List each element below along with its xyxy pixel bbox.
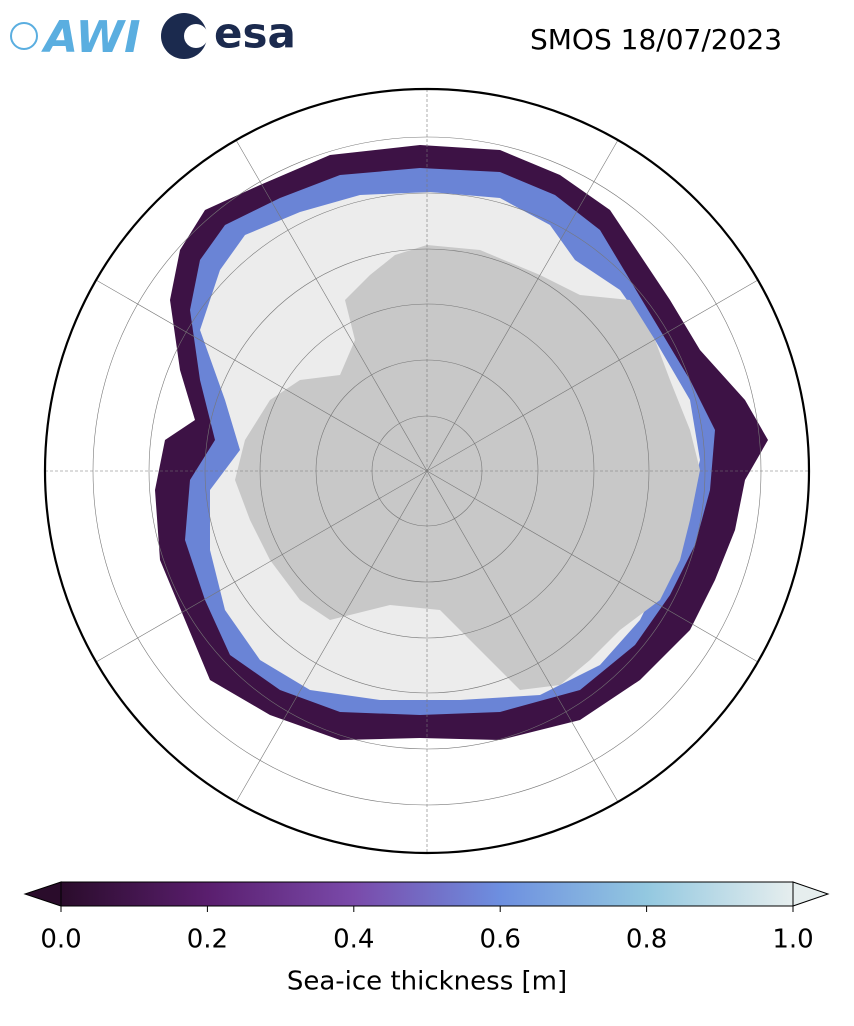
colorbar <box>23 881 830 907</box>
colorbar-label: Sea-ice thickness [m] <box>287 967 567 997</box>
colorbar-tick-label: 0.6 <box>480 925 521 955</box>
colorbar-tick-label: 0.2 <box>187 925 228 955</box>
map-boundary <box>43 87 811 855</box>
title: SMOS 18/07/2023 <box>530 23 782 56</box>
antarctica <box>235 245 700 690</box>
esa-text: esa <box>214 9 296 58</box>
colorbar-over <box>792 881 830 907</box>
awi-logo: AWI <box>10 12 141 63</box>
graticule <box>45 89 809 853</box>
colorbar-ramp <box>60 881 794 907</box>
colorbar-tick-label: 0.8 <box>626 925 667 955</box>
colorbar-tick-label: 0.0 <box>40 925 81 955</box>
esa-logo: esa <box>161 9 296 59</box>
map <box>45 89 809 853</box>
colorbar-tick-label: 1.0 <box>772 925 813 955</box>
awi-text: AWI <box>41 12 141 63</box>
colorbar-under <box>23 881 62 907</box>
colorbar-tick-label: 0.4 <box>333 925 374 955</box>
